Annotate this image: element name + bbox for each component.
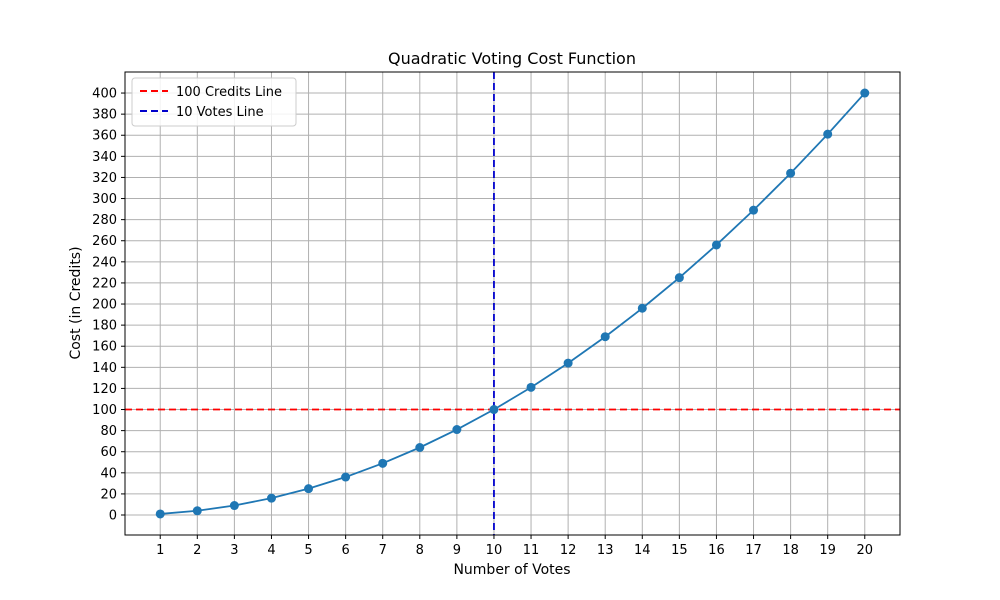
reference-lines — [125, 72, 900, 535]
data-point — [304, 484, 314, 494]
y-tick-label: 180 — [92, 319, 117, 334]
data-point — [749, 205, 759, 215]
y-tick-label: 40 — [100, 466, 117, 481]
y-tick-label: 340 — [92, 150, 117, 165]
data-point — [637, 303, 647, 313]
x-tick-label: 9 — [453, 543, 461, 558]
y-tick-label: 20 — [100, 487, 117, 502]
data-point — [489, 405, 499, 415]
x-tick-label: 5 — [304, 543, 312, 558]
data-point — [563, 358, 573, 368]
y-tick-label: 360 — [92, 129, 117, 144]
x-axis-title: Number of Votes — [453, 562, 570, 578]
data-point — [823, 129, 833, 139]
y-tick-label: 80 — [100, 424, 117, 439]
y-tick-label: 100 — [92, 403, 117, 418]
y-axis-title: Cost (in Credits) — [68, 246, 84, 359]
ticks: 1 2 3 4 5 6 7 8 9 10 11 12 13 14 15 16 17 18 19 20020406080… — [92, 87, 873, 558]
data-point — [341, 472, 351, 482]
x-tick-label: 18 — [782, 543, 799, 558]
x-tick-label: 17 — [745, 543, 762, 558]
x-tick-label: 11 — [523, 543, 540, 558]
y-tick-label: 280 — [92, 213, 117, 228]
y-tick-label: 260 — [92, 234, 117, 249]
x-tick-label: 6 — [341, 543, 349, 558]
data-point — [860, 88, 870, 98]
y-tick-label: 220 — [92, 276, 117, 291]
y-tick-label: 380 — [92, 108, 117, 123]
data-point — [378, 458, 388, 468]
data-point — [674, 273, 684, 283]
y-tick-label: 0 — [109, 509, 117, 524]
data-point — [155, 509, 165, 519]
data-point — [452, 425, 462, 435]
x-tick-label: 1 — [156, 543, 164, 558]
x-tick-label: 4 — [267, 543, 275, 558]
x-tick-label: 7 — [379, 543, 387, 558]
x-tick-label: 13 — [597, 543, 614, 558]
y-tick-label: 240 — [92, 255, 117, 270]
x-tick-label: 16 — [708, 543, 725, 558]
x-tick-label: 19 — [819, 543, 836, 558]
y-tick-label: 400 — [92, 87, 117, 102]
data-point — [786, 168, 796, 178]
x-tick-label: 20 — [856, 543, 873, 558]
data-point — [192, 506, 202, 516]
y-tick-label: 160 — [92, 340, 117, 355]
data-point — [415, 442, 425, 452]
data-point — [600, 332, 610, 342]
x-tick-label: 8 — [416, 543, 424, 558]
y-tick-label: 60 — [100, 445, 117, 460]
legend: 100 Credits Line 10 Votes Line — [131, 77, 297, 127]
y-tick-label: 200 — [92, 298, 117, 313]
data-point — [711, 240, 721, 250]
x-tick-label: 14 — [634, 543, 651, 558]
y-tick-label: 140 — [92, 361, 117, 376]
data-point — [266, 493, 276, 503]
x-tick-label: 10 — [486, 543, 503, 558]
chart-title: Quadratic Voting Cost Function — [388, 49, 636, 68]
y-tick-label: 320 — [92, 171, 117, 186]
y-tick-label: 120 — [92, 382, 117, 397]
x-tick-label: 12 — [560, 543, 577, 558]
x-tick-label: 3 — [230, 543, 238, 558]
y-tick-label: 300 — [92, 192, 117, 207]
legend-label-100-credits: 100 Credits Line — [176, 85, 282, 100]
data-point — [229, 501, 239, 511]
x-tick-label: 15 — [671, 543, 688, 558]
series — [155, 88, 870, 519]
data-point — [526, 382, 536, 392]
series-line — [160, 92, 866, 515]
legend-box — [131, 77, 297, 127]
legend-label-10-votes: 10 Votes Line — [176, 105, 264, 120]
x-tick-label: 2 — [193, 543, 201, 558]
plot-frame — [124, 71, 901, 536]
